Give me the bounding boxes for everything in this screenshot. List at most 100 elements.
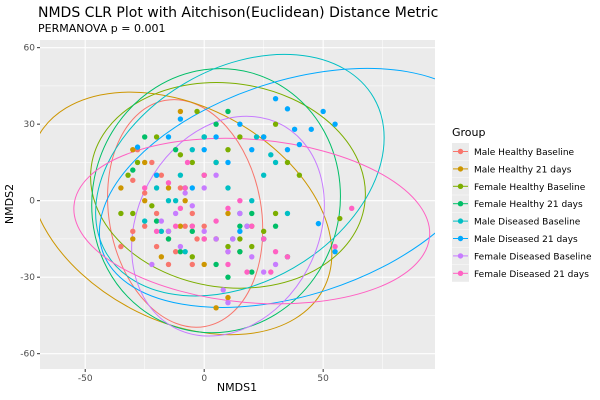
point-series-3 xyxy=(225,274,231,280)
point-series-5 xyxy=(320,108,326,115)
point-series-0 xyxy=(130,177,136,183)
x-tick-label: 50 xyxy=(317,374,329,384)
point-series-6 xyxy=(249,254,255,260)
point-series-5 xyxy=(177,116,184,122)
point-series-4 xyxy=(249,197,255,204)
ellipses xyxy=(40,53,435,337)
legend-entry-label: Male Healthy 21 days xyxy=(474,165,572,175)
legend-entry-label: Male Diseased Baseline xyxy=(474,218,581,228)
point-series-3 xyxy=(249,269,255,275)
legend-entry-label: Female Healthy 21 days xyxy=(474,200,583,210)
legend-title: Group xyxy=(452,126,486,139)
point-series-3 xyxy=(237,223,243,229)
point-series-0 xyxy=(130,228,136,234)
point-series-2 xyxy=(125,172,131,178)
point-series-2 xyxy=(149,203,155,209)
ellipse-series-0 xyxy=(107,99,264,328)
point-series-1 xyxy=(141,159,148,166)
y-axis-title: NMDS2 xyxy=(3,184,16,224)
point-series-0 xyxy=(149,159,155,166)
legend-key-point xyxy=(457,183,464,189)
legend-entry-label: Female Healthy Baseline xyxy=(474,183,586,193)
y-tick-label: 60 xyxy=(24,44,36,54)
point-series-6 xyxy=(225,248,231,255)
point-series-6 xyxy=(260,269,267,275)
point-series-5 xyxy=(272,95,279,102)
point-series-1 xyxy=(182,197,188,204)
point-series-7 xyxy=(141,185,148,191)
legend-key-point xyxy=(457,148,464,155)
y-tick-label: 30 xyxy=(24,120,36,130)
point-series-0 xyxy=(118,243,124,250)
point-series-1 xyxy=(213,305,219,311)
point-series-6 xyxy=(158,218,165,224)
point-series-1 xyxy=(118,185,124,191)
point-series-5 xyxy=(225,159,231,166)
point-series-1 xyxy=(130,236,136,242)
point-series-1 xyxy=(225,210,231,217)
point-series-7 xyxy=(201,172,207,178)
x-axis-title: NMDS1 xyxy=(217,381,257,394)
point-series-5 xyxy=(260,134,267,140)
point-series-4 xyxy=(272,159,279,166)
point-series-0 xyxy=(158,172,165,178)
legend-key-point xyxy=(457,218,464,224)
point-series-2 xyxy=(189,159,195,166)
point-series-6 xyxy=(189,203,195,209)
point-series-7 xyxy=(268,269,274,275)
point-series-5 xyxy=(291,126,298,132)
point-series-7 xyxy=(272,248,279,255)
point-series-5 xyxy=(332,121,338,127)
point-series-4 xyxy=(153,185,160,191)
point-series-4 xyxy=(172,197,179,204)
axis-ticks: -50 0 50 -60 -30 0 30 60 xyxy=(20,44,329,384)
point-series-5 xyxy=(153,172,160,178)
point-series-0 xyxy=(189,210,195,217)
point-series-2 xyxy=(177,152,184,158)
point-series-6 xyxy=(220,287,226,293)
point-series-6 xyxy=(244,223,250,229)
point-series-6 xyxy=(201,185,207,191)
point-series-7 xyxy=(225,261,231,268)
point-series-5 xyxy=(284,146,291,153)
point-series-1 xyxy=(158,254,165,260)
point-series-3 xyxy=(213,121,219,127)
ellipse-series-5 xyxy=(98,67,435,308)
point-series-2 xyxy=(225,146,231,153)
point-series-7 xyxy=(249,223,255,229)
plot-panel xyxy=(40,40,435,369)
point-series-5 xyxy=(308,126,314,132)
point-series-3 xyxy=(225,108,231,115)
point-series-1 xyxy=(225,294,231,301)
point-series-2 xyxy=(194,108,200,115)
point-series-0 xyxy=(194,236,200,242)
point-series-3 xyxy=(153,218,160,224)
point-series-6 xyxy=(237,210,243,217)
point-series-5 xyxy=(201,146,207,153)
point-series-1 xyxy=(177,108,184,115)
point-series-3 xyxy=(213,261,219,268)
y-tick-label: -60 xyxy=(20,350,35,360)
point-series-7 xyxy=(225,205,231,212)
point-series-4 xyxy=(260,172,267,178)
point-series-5 xyxy=(296,141,303,148)
point-series-0 xyxy=(153,243,160,250)
point-series-6 xyxy=(225,299,231,306)
chart-subtitle: PERMANOVA p = 0.001 xyxy=(38,22,165,35)
point-series-4 xyxy=(165,197,172,204)
x-tick-label: -50 xyxy=(78,374,93,384)
legend-key-point xyxy=(457,201,464,207)
point-series-5 xyxy=(284,106,291,112)
point-series-5 xyxy=(332,248,338,255)
point-series-0 xyxy=(153,210,160,217)
chart-title: NMDS CLR Plot with Aitchison(Euclidean) … xyxy=(38,5,438,21)
point-series-1 xyxy=(177,223,184,229)
point-series-1 xyxy=(130,146,136,153)
point-series-7 xyxy=(244,269,250,275)
point-series-0 xyxy=(182,223,188,229)
point-series-6 xyxy=(201,228,207,234)
point-series-7 xyxy=(237,197,243,204)
point-series-2 xyxy=(189,254,195,260)
point-series-6 xyxy=(149,261,155,268)
point-series-4 xyxy=(253,134,260,140)
